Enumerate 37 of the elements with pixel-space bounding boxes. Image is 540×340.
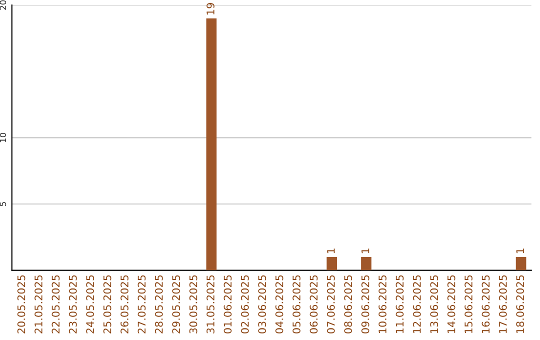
x-tick-label: 26.05.2025 <box>120 275 128 334</box>
x-tick-label: 06.06.2025 <box>310 275 318 334</box>
y-tick-label: 10 <box>0 132 6 142</box>
data-label: 19 <box>206 3 214 14</box>
x-tick-label: 18.06.2025 <box>516 275 524 333</box>
y-tick-label: 20 <box>0 0 6 10</box>
data-label: 1 <box>362 248 370 254</box>
x-tick-label: 12.06.2025 <box>412 275 421 333</box>
x-tick-label: 15.06.2025 <box>464 275 472 333</box>
x-tick-label: 04.06.2025 <box>275 275 284 334</box>
x-tick-label: 23.05.2025 <box>68 275 77 334</box>
x-tick-label: 21.05.2025 <box>34 275 42 334</box>
x-tick-label: 08.06.2025 <box>344 275 352 334</box>
x-tick-label: 13.06.2025 <box>430 275 438 333</box>
x-tick-label: 05.06.2025 <box>292 275 300 334</box>
x-tick-label: 27.05.2025 <box>138 275 146 334</box>
x-tick-label: 31.05.2025 <box>206 275 214 334</box>
x-tick-label: 22.05.2025 <box>52 275 60 334</box>
x-tick-label: 20.05.2025 <box>17 275 26 334</box>
y-tick-label: 5 <box>0 202 6 206</box>
x-tick-label: 09.06.2025 <box>361 275 370 334</box>
x-tick-label: 14.06.2025 <box>447 275 456 333</box>
x-tick-label: 30.05.2025 <box>189 275 198 334</box>
x-tick-label: 03.06.2025 <box>258 275 266 334</box>
x-tick-label: 01.06.2025 <box>224 275 232 334</box>
x-tick-label: 16.06.2025 <box>482 275 490 333</box>
x-tick-label: 07.06.2025 <box>326 275 335 334</box>
x-tick-label: 02.06.2025 <box>240 275 249 334</box>
data-label: 1 <box>516 248 524 254</box>
x-tick-label: 29.05.2025 <box>172 275 180 334</box>
x-tick-label: 11.06.2025 <box>396 275 404 333</box>
x-tick-label: 10.06.2025 <box>378 275 386 333</box>
x-tick-label: 28.05.2025 <box>154 275 163 334</box>
x-tick-label: 25.05.2025 <box>103 275 112 334</box>
x-tick-label: 17.06.2025 <box>498 275 507 333</box>
x-tick-label: 24.05.2025 <box>86 275 94 334</box>
data-label: 1 <box>327 248 335 254</box>
